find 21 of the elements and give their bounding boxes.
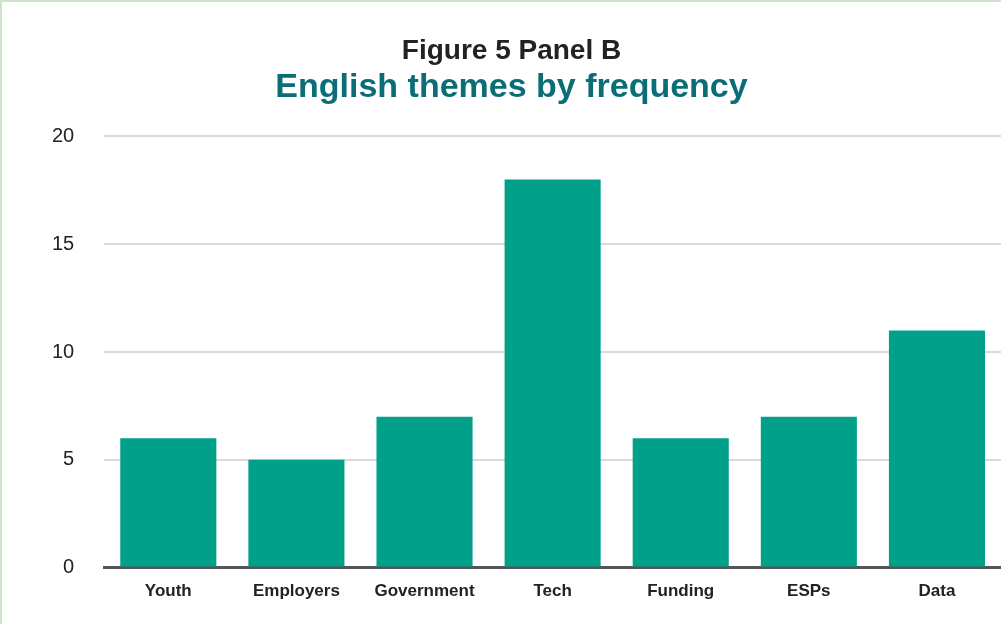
y-tick-label: 10 (52, 339, 75, 362)
bar (888, 330, 985, 567)
x-tick-label: Tech (533, 581, 572, 601)
bar (376, 416, 473, 567)
bar (504, 179, 601, 567)
x-tick-label: Data (918, 581, 956, 601)
x-tick-label: ESPs (787, 581, 831, 601)
x-tick-label: Employers (252, 581, 340, 601)
y-tick-label: 0 (63, 555, 75, 578)
bar (632, 438, 729, 567)
chart-title: Figure 5 Panel B (401, 33, 622, 65)
bar (760, 416, 857, 567)
x-tick-label: Government (374, 581, 475, 601)
bar (120, 438, 217, 567)
x-tick-label: Funding (647, 581, 715, 601)
y-tick-label: 15 (52, 231, 75, 254)
bar (248, 459, 345, 567)
y-tick-label: 20 (52, 123, 75, 146)
y-tick-label: 5 (63, 447, 75, 470)
x-tick-label: Youth (144, 581, 192, 601)
chart-subtitle: English themes by frequency (275, 66, 748, 105)
